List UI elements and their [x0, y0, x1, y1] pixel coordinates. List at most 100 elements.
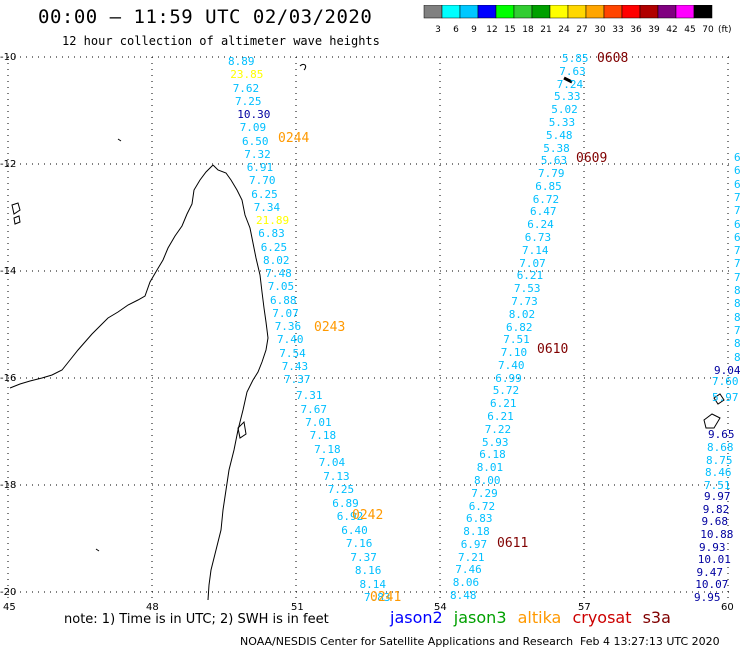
units-note: note: 1) Time is in UTC; 2) SWH is in fe… [64, 612, 329, 627]
y-tick-label: -20 [0, 587, 17, 598]
wave-height-label: 8 [734, 284, 740, 297]
wave-height-label: 6.85 [535, 179, 562, 193]
wave-height-label: 7 [734, 204, 740, 218]
colorbar-swatch [531, 5, 551, 19]
wave-height-label: 7.48 [265, 267, 292, 280]
wave-height-label: 6.25 [251, 187, 278, 201]
wave-height-label: 7.34 [253, 200, 281, 214]
wave-height-label: 7.14 [522, 243, 549, 257]
wave-height-label: 8.89 [228, 55, 255, 68]
wave-height-label: 6.73 [524, 231, 552, 244]
pass-time-label: 0608 [597, 51, 629, 66]
wave-height-label: 7.60 [712, 375, 739, 388]
pass-time-label: 0244 [278, 131, 310, 146]
colorbar-swatch [423, 5, 443, 19]
y-tick-label: -10 [0, 52, 17, 63]
wave-height-label: 8.46 [705, 466, 732, 480]
island-reunion [703, 413, 721, 429]
wave-height-label: 7 [734, 244, 740, 258]
wave-height-label: 7.43 [281, 359, 309, 373]
island-mauritius [713, 393, 725, 405]
colorbar-swatch [513, 5, 533, 19]
wave-height-label: 7.51 [503, 333, 530, 347]
colorbar-swatch [657, 5, 677, 19]
wave-height-label: 6 [734, 230, 740, 244]
wave-height-label: 7.62 [232, 81, 260, 95]
graticule [7, 56, 732, 600]
wave-height-label: 8 [734, 297, 740, 311]
wave-height-label: 9.68 [701, 515, 729, 529]
wave-height-label: 8 [734, 350, 740, 364]
wave-height-label: 7.13 [323, 469, 350, 483]
wave-height-colorbar: 3 6 9 12 15 18 21 24 27 30 33 36 39 42 45 70 (ft) [423, 5, 732, 35]
y-tick-label: -14 [0, 266, 17, 277]
wave-height-label: 7.18 [314, 442, 341, 456]
colorbar-tick-label: 45 [684, 25, 695, 35]
wave-height-label: 21.89 [256, 214, 290, 227]
wave-height-label: 7.10 [500, 346, 528, 360]
satellite-legend: jason2 jason3 altika cryosat s3a [390, 608, 677, 627]
colorbar-tick-label: 39 [648, 25, 660, 35]
colorbar-swatch [639, 5, 659, 19]
wave-height-label: 6 [734, 164, 740, 178]
wave-height-label: 7 [734, 270, 740, 284]
colorbar-tick-label: 9 [471, 25, 477, 35]
wave-height-label: 9.82 [702, 502, 730, 516]
colorbar-swatch [495, 5, 515, 19]
wave-height-label: 5.97 [712, 391, 739, 404]
legend-cryosat: cryosat [572, 608, 632, 627]
wave-height-label: 7.25 [235, 94, 262, 108]
wave-height-label: 7.51 [704, 479, 731, 492]
colorbar-tick-label: 33 [612, 25, 623, 35]
wave-height-label: 6.50 [242, 134, 269, 148]
wave-height-label: 6.21 [487, 410, 514, 423]
wave-height-label: 7.18 [309, 429, 337, 443]
x-tick-label: 54 [434, 602, 447, 613]
wave-height-label: 7.37 [284, 373, 311, 386]
page-subtitle: 12 hour collection of altimeter wave hei… [62, 34, 380, 48]
wave-height-label: 7.04 [318, 456, 346, 470]
wave-height-label: 6.91 [246, 161, 274, 174]
colorbar-tick-label: 30 [594, 25, 606, 35]
wave-height-label: 5.33 [554, 90, 581, 104]
wave-height-label: 6.18 [479, 448, 506, 462]
wave-height-label: 7.05 [267, 280, 295, 294]
wave-height-label: 7.29 [471, 486, 498, 500]
wave-height-label: 6.72 [468, 499, 496, 513]
wave-height-label: 5.02 [551, 103, 578, 117]
pass-time-label: 0241 [370, 590, 402, 605]
wave-height-label: 6 [734, 217, 740, 231]
wave-height-label: 6.88 [270, 293, 297, 307]
colorbar-tick-label: 3 [435, 25, 441, 35]
wave-height-label: 9.95 [694, 591, 721, 604]
wave-height-label: 6.25 [260, 240, 288, 254]
legend-jason2: jason2 [390, 608, 443, 627]
wave-height-label: 8.18 [463, 525, 490, 539]
wave-height-label: 6.83 [258, 227, 285, 241]
x-tick-label: 48 [146, 602, 159, 613]
colorbar-tick-label: 6 [453, 25, 459, 35]
wave-height-label: 7.01 [305, 415, 332, 429]
wave-height-label: 6.83 [466, 512, 493, 526]
pass-time-label: 0611 [497, 536, 529, 551]
wave-height-label: 7.40 [498, 358, 525, 372]
x-tick-label: 51 [291, 602, 304, 613]
colorbar-tick-label: 15 [504, 25, 515, 35]
island-west-2 [13, 215, 21, 225]
wave-height-label: 6.92 [336, 510, 364, 524]
wave-height-label: 8.68 [707, 440, 734, 454]
x-tick-label: 60 [721, 602, 734, 613]
wave-height-label: 7.46 [455, 563, 482, 577]
wave-height-label: 7.83 [364, 591, 391, 604]
wave-height-label: 5.33 [548, 115, 576, 129]
wave-height-label: 5.72 [492, 384, 520, 398]
wave-height-label: 7.37 [350, 550, 377, 564]
wave-height-label: 7 [734, 257, 740, 271]
wave-height-label: 8.14 [359, 577, 387, 591]
wave-height-label: 7.07 [272, 306, 299, 320]
generated-timestamp: Feb 4 13:27:13 UTC 2020 [580, 635, 720, 648]
island-west-1 [11, 202, 21, 215]
wave-height-label: 9.93 [699, 540, 726, 554]
colorbar-tick-label: 27 [576, 25, 587, 35]
